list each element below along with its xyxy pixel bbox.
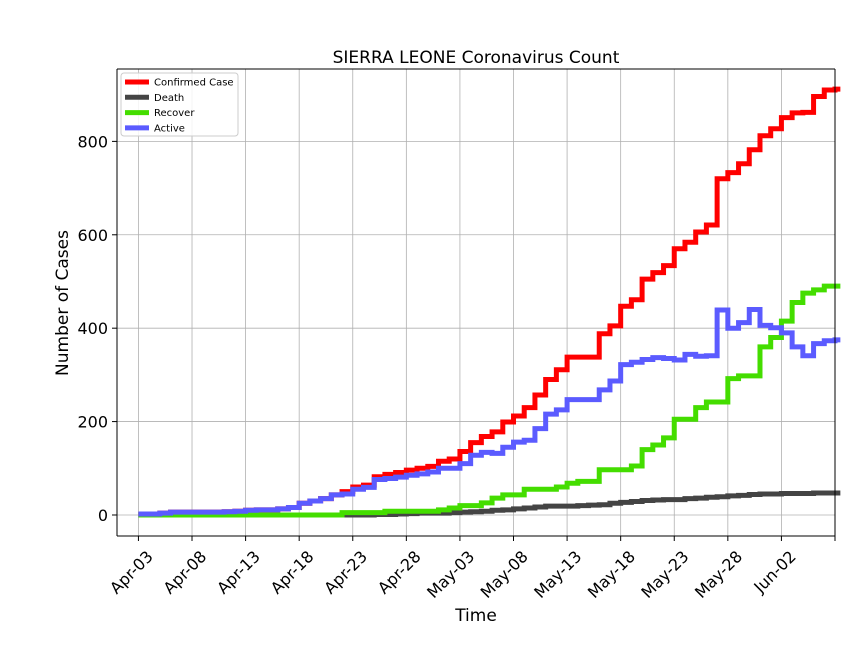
- x-tick-label: May-23: [637, 547, 692, 602]
- x-tick-label: Jun-02: [749, 547, 799, 597]
- series-line-recover: [138, 283, 841, 518]
- x-tick-label: Apr-08: [160, 547, 211, 598]
- y-tick-label: 400: [77, 319, 108, 338]
- series-line-active: [138, 307, 841, 517]
- legend-label: Death: [154, 93, 184, 104]
- legend: Confirmed Case Death Recover Active: [120, 72, 239, 137]
- axes: [116, 68, 836, 537]
- x-tick-label: May-03: [423, 547, 478, 602]
- series-lines: [138, 86, 841, 518]
- y-tick-label: 800: [77, 132, 108, 151]
- chart-title: SIERRA LEONE Coronavirus Count: [333, 48, 620, 68]
- x-tick-label: Apr-18: [267, 547, 318, 598]
- legend-label: Recover: [154, 108, 195, 119]
- x-axis-label: Time: [454, 606, 497, 626]
- x-tick-label: May-13: [530, 547, 585, 602]
- x-tick-label: Apr-03: [106, 547, 157, 598]
- y-axis-ticks: 0 200 400 600 800: [77, 132, 117, 525]
- y-tick-label: 600: [77, 226, 108, 245]
- legend-frame: [120, 72, 239, 137]
- y-axis-label: Number of Cases: [53, 230, 73, 376]
- y-tick-label: 200: [77, 413, 108, 432]
- gridlines: [117, 69, 836, 536]
- legend-label: Confirmed Case: [154, 78, 234, 89]
- x-tick-label: May-28: [691, 547, 746, 602]
- x-axis-ticks: Apr-03 Apr-08 Apr-13 Apr-18 Apr-23 Apr-28May-…: [106, 536, 836, 602]
- x-tick-label: Apr-13: [213, 547, 264, 598]
- legend-label: Active: [154, 123, 185, 134]
- x-tick-label: Apr-23: [320, 547, 371, 598]
- x-tick-label: May-08: [477, 547, 532, 602]
- x-tick-label: Apr-28: [374, 547, 425, 598]
- y-tick-label: 0: [98, 506, 108, 525]
- x-tick-label: May-18: [584, 547, 639, 602]
